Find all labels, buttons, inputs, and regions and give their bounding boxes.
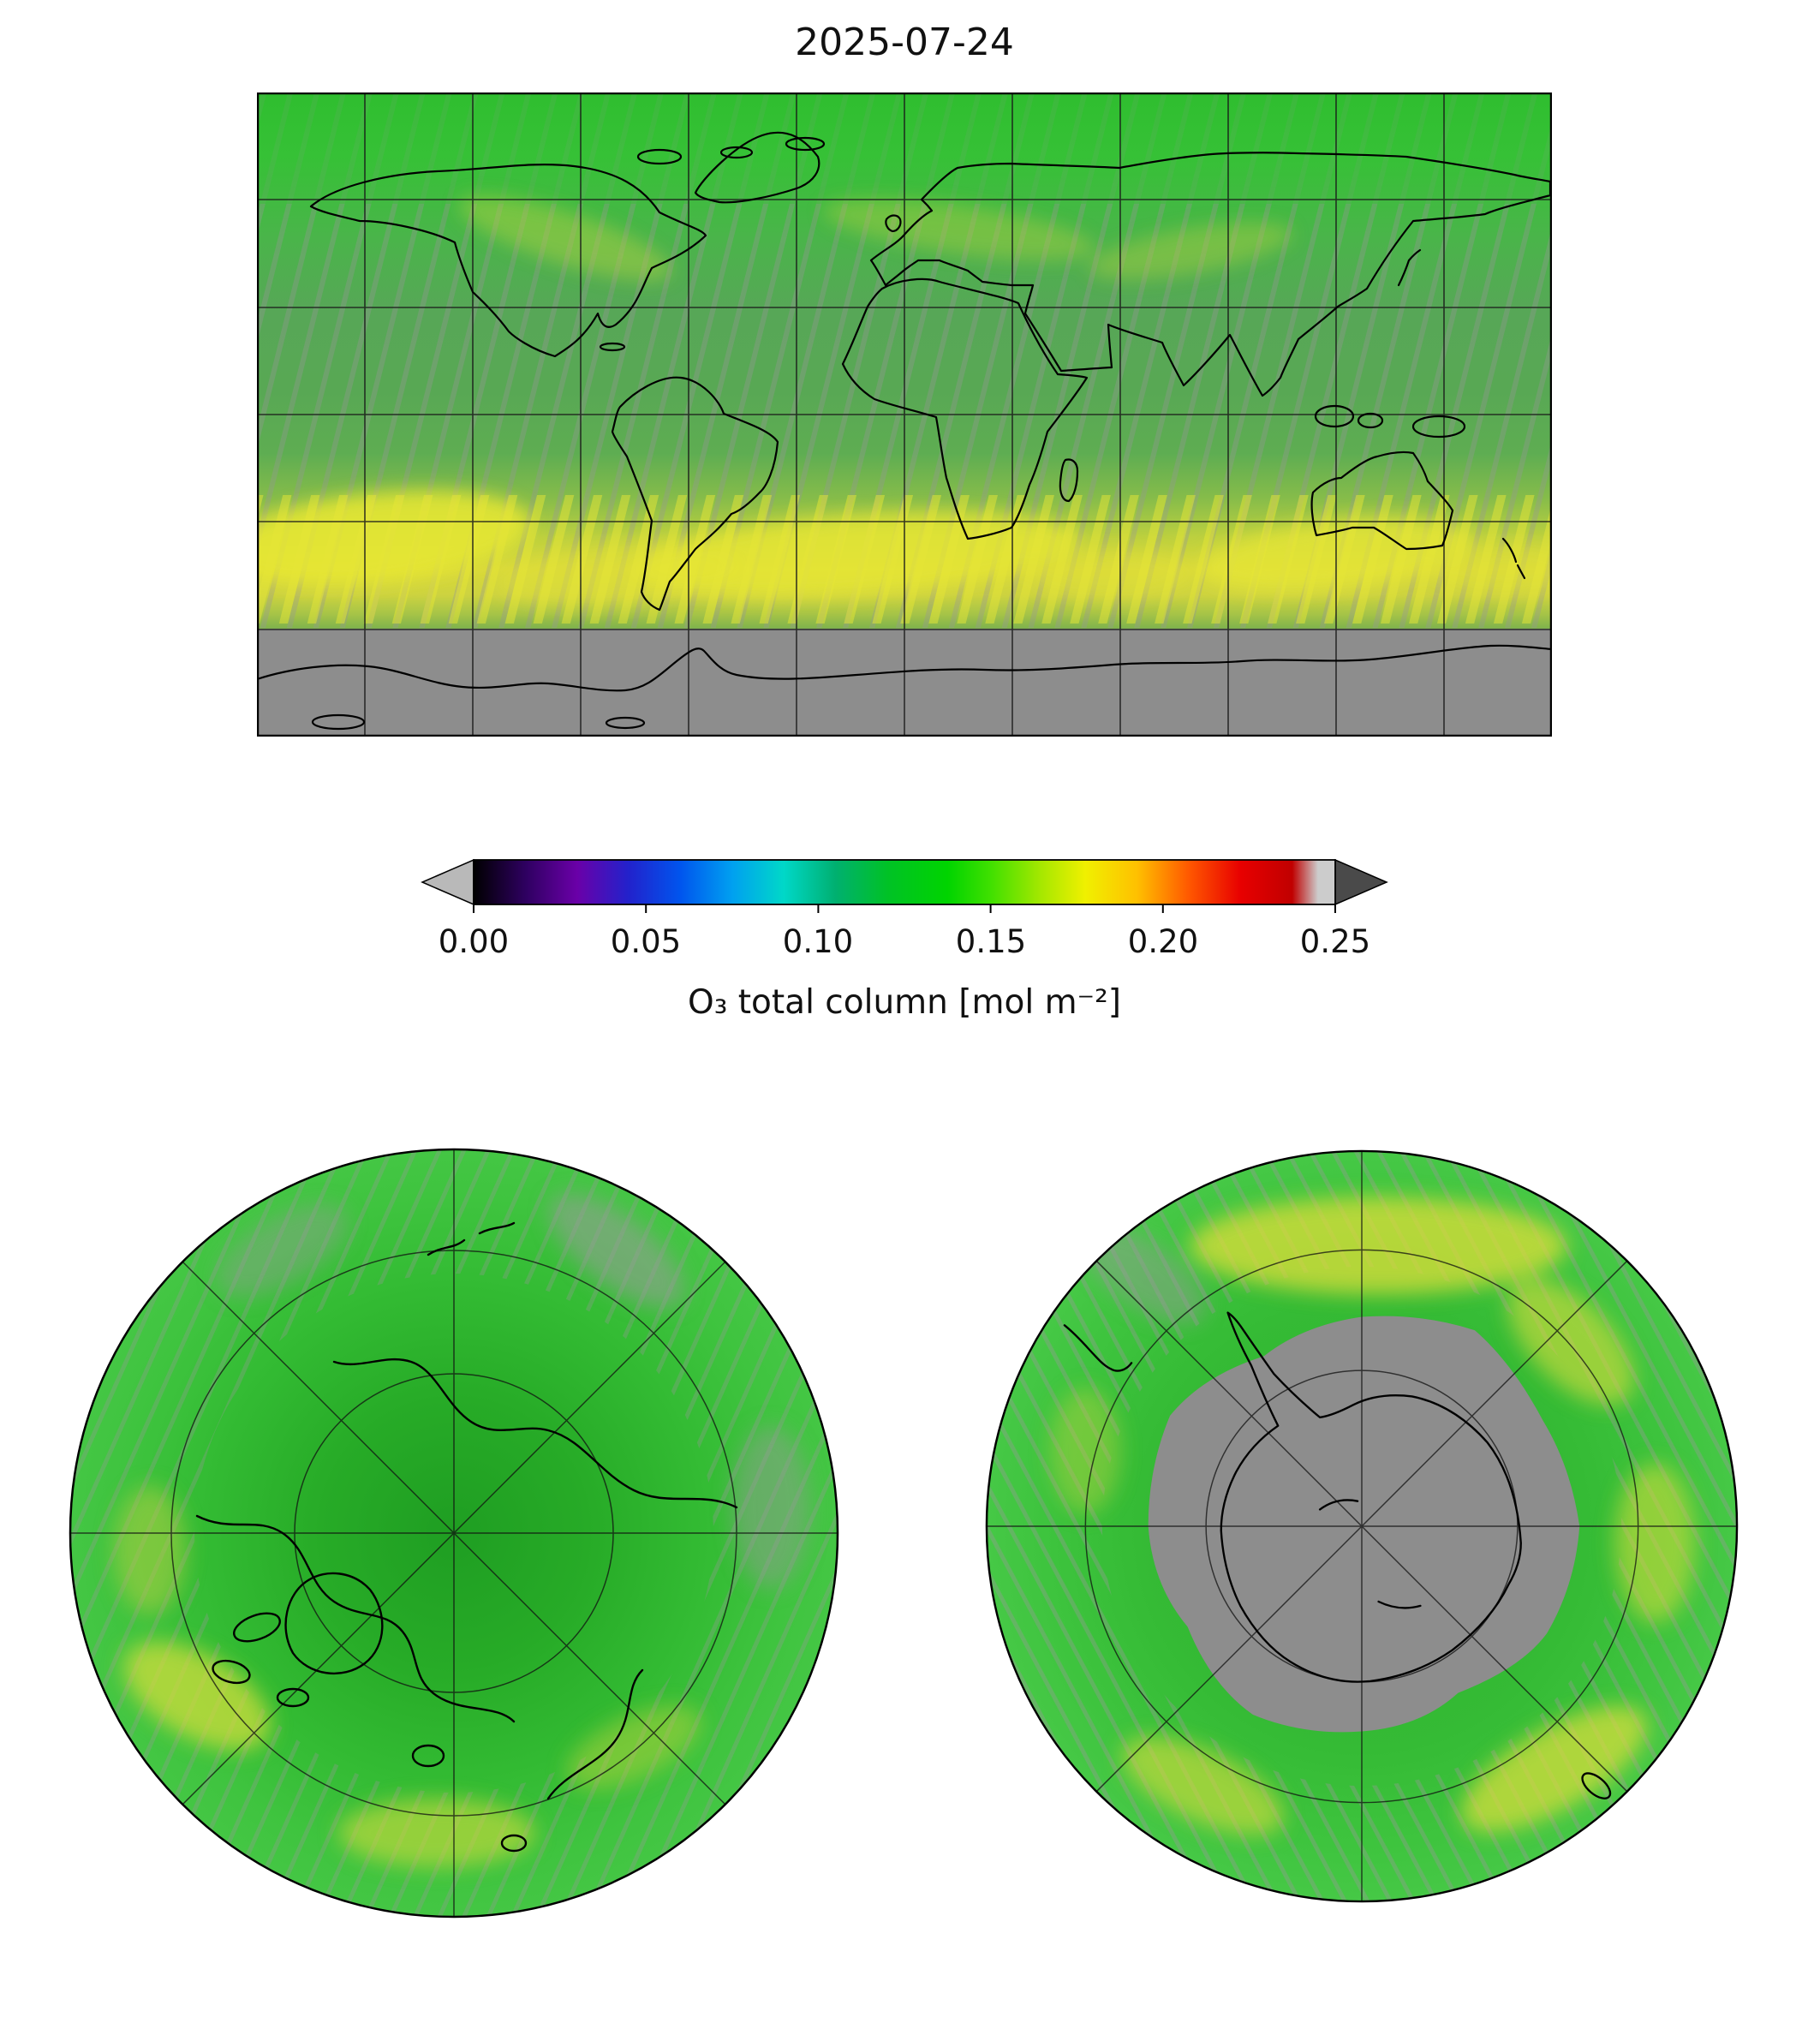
colorbar-tick-2: 0.10	[782, 923, 854, 960]
colorbar-gradient	[473, 859, 1336, 905]
colorbar-tick-0: 0.00	[438, 923, 510, 960]
colorbar-tick-3: 0.15	[955, 923, 1027, 960]
south-coastlines	[1063, 1311, 1612, 1799]
global-coastlines	[257, 131, 1552, 731]
north-anomaly-blobs	[114, 1193, 809, 1867]
colorbar-tick-1: 0.05	[610, 923, 682, 960]
global-map-panel	[257, 92, 1552, 737]
south-anomaly-blobs	[1050, 1196, 1696, 1835]
colorbar-tick-4: 0.20	[1127, 923, 1199, 960]
figure-title: 2025-07-24	[795, 21, 1014, 64]
north-gridlines	[70, 1149, 838, 1917]
colorbar-over-arrow	[1334, 858, 1388, 906]
colorbar-tick-5: 0.25	[1299, 923, 1371, 960]
south-polar-panel	[985, 1149, 1739, 1903]
north-coastlines	[195, 1221, 738, 1853]
colorbar-under-arrow	[421, 858, 474, 906]
global-map-border	[257, 92, 1552, 737]
colorbar-tickmarks	[473, 904, 1336, 913]
south-map-border	[985, 1149, 1739, 1903]
south-gridlines	[986, 1150, 1738, 1902]
north-polar-panel	[69, 1148, 839, 1919]
colorbar-tick-labels: 0.00 0.05 0.10 0.15 0.20 0.25	[421, 923, 1388, 964]
colorbar	[421, 858, 1388, 913]
colorbar-axis-label: O₃ total column [mol m⁻²]	[688, 983, 1121, 1022]
north-map-border	[69, 1148, 839, 1919]
